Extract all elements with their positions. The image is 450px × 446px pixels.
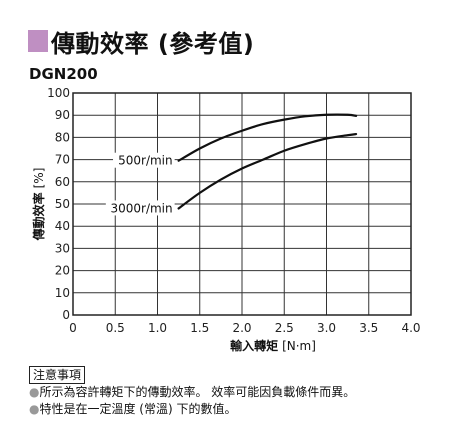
y-tick-label: 0 [62,308,70,322]
x-axis-unit: [N·m] [282,339,316,353]
note-line-2: ●特性是在一定溫度 (常溫) 下的數值。 [29,401,236,417]
note-line-1: ●所示為容許轉矩下的傳動效率。 效率可能因負載條件而異。 [29,384,355,400]
notes-heading: 注意事項 [29,366,86,384]
y-tick-label: 70 [55,153,70,167]
series-label: 500r/min [118,154,173,168]
x-tick-label: 3.0 [317,321,336,335]
x-tick-label: 2.0 [232,321,251,335]
note-text-1: 所示為容許轉矩下的傳動效率。 效率可能因負載條件而異。 [39,385,356,399]
y-tick-label: 100 [47,86,70,100]
series-line-0 [177,113,358,162]
y-tick-label: 40 [55,219,70,233]
page-title: 傳動效率 (參考值) [28,24,254,58]
y-tick-label: 60 [55,175,70,189]
y-tick-label: 90 [55,108,70,122]
x-tick-label: 0 [69,321,77,335]
model-label: DGN200 [29,65,98,83]
bullet-icon: ● [29,385,40,399]
x-tick-label: 2.5 [275,321,294,335]
y-tick-label: 20 [55,264,70,278]
x-tick-label: 1.0 [148,321,167,335]
series-line-1 [177,132,358,210]
title-accent-square [28,30,48,52]
bullet-icon: ● [29,402,40,416]
note-text-2: 特性是在一定溫度 (常溫) 下的數值。 [39,402,237,416]
y-tick-label: 10 [55,286,70,300]
x-tick-label: 1.5 [190,321,209,335]
series-label-bg [105,200,175,216]
y-tick-label: 30 [55,241,70,255]
plot-frame [72,92,412,316]
y-axis-unit: [%] [32,168,46,189]
x-axis-label-text: 輸入轉矩 [230,338,278,353]
y-axis-label-text: 傳動效率 [31,192,46,241]
x-axis-label: 輸入轉矩 [N·m] [230,338,316,353]
x-tick-label: 0.5 [106,321,125,335]
x-tick-label: 3.5 [359,321,378,335]
series-label: 3000r/min [110,201,172,215]
series-label-bg [113,152,175,168]
x-tick-label: 4.0 [401,321,420,335]
title-text: 傳動效率 (參考值) [51,29,255,58]
y-tick-label: 80 [55,130,70,144]
y-axis-label: 傳動效率 [%] [31,168,46,242]
y-tick-label: 50 [55,197,70,211]
